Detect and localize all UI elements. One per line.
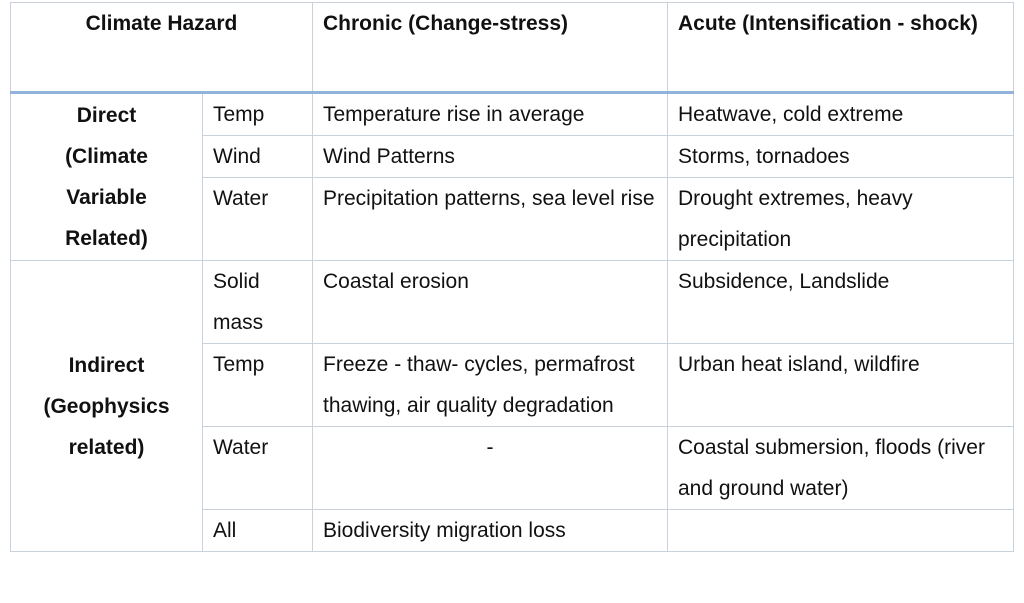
table-row: Temp Freeze - thaw- cycles, permafrost th…	[11, 343, 1014, 427]
table-cell	[667, 509, 1014, 552]
header-cell: Climate Hazard	[10, 2, 313, 94]
table-row: Direct (Climate Variable Related) Temp Tem…	[10, 92, 1014, 261]
table-cell: Storms, tornadoes	[667, 135, 1014, 178]
table-cell: Biodiversity migration loss	[312, 509, 668, 552]
table-cell: Solid mass	[202, 260, 313, 344]
table-row: All Biodiversity migration loss	[11, 509, 1014, 552]
table-cell: All	[202, 509, 313, 552]
group-cell: Direct (Climate Variable Related)	[10, 92, 203, 261]
table-cell: Heatwave, cold extreme	[667, 92, 1014, 136]
table-cell: Coastal erosion	[312, 260, 668, 344]
table-row: Water - Coastal submersion, floods (river …	[11, 426, 1014, 510]
table-cell: Freeze - thaw- cycles, permafrost thawin…	[312, 343, 668, 427]
header-cell: Chronic (Change-stress)	[312, 2, 668, 94]
table-row: Indirect (Geophysics related) Solid mass C…	[10, 260, 1014, 552]
table-cell: Water	[202, 177, 313, 261]
table-body: Direct (Climate Variable Related) Temp Tem…	[10, 92, 1014, 552]
table-cell: Temperature rise in average	[312, 92, 668, 136]
table-cell: Wind	[202, 135, 313, 178]
table-cell: Temp	[202, 343, 313, 427]
table-cell: Drought extremes, heavy precipitation	[667, 177, 1014, 261]
table-row: Wind Wind Patterns Storms, tornadoes	[11, 135, 1014, 178]
group-label: Direct (Climate Variable Related)	[65, 104, 148, 250]
table-cell: Water	[202, 426, 313, 510]
table-cell: Precipitation patterns, sea level rise	[312, 177, 668, 261]
table-cell: Temp	[202, 92, 313, 136]
group-label: Indirect (Geophysics related)	[43, 353, 170, 459]
header-cell: Acute (Intensification - shock)	[667, 2, 1014, 94]
table-cell: Urban heat island, wildfire	[667, 343, 1014, 427]
table-cell: Coastal submersion, floods (river and gr…	[667, 426, 1014, 510]
table-cell: Subsidence, Landslide	[667, 260, 1014, 344]
table-cell: Wind Patterns	[312, 135, 668, 178]
table-cell: -	[312, 426, 668, 510]
header-row: Climate Hazard Chronic (Change-stress) A…	[10, 2, 1014, 94]
table-row: Water Precipitation patterns, sea level r…	[11, 177, 1014, 261]
hazard-table: Climate Hazard Chronic (Change-stress) A…	[10, 2, 1014, 552]
group-cell: Indirect (Geophysics related)	[10, 260, 203, 552]
